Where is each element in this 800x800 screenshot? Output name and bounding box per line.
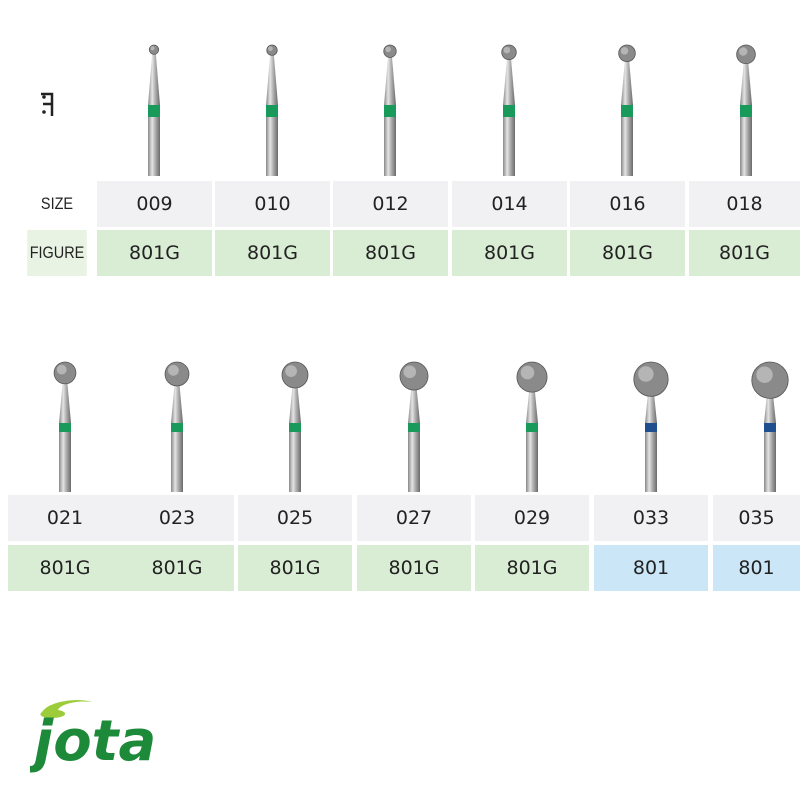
figure-cell: 801G	[215, 230, 330, 276]
bur-image	[53, 361, 77, 492]
bur-image	[164, 361, 190, 492]
figure-cell: 801G	[570, 230, 685, 276]
figure-cell: 801G	[452, 230, 567, 276]
bur-image	[516, 361, 548, 492]
jota-logo: jota	[26, 690, 170, 784]
logo-text: jota	[30, 709, 156, 774]
bur-image	[399, 361, 429, 492]
figure-cell: 801G	[689, 230, 800, 276]
figure-cell: 801G	[8, 545, 122, 591]
size-cell: 023	[120, 495, 234, 541]
bur-image	[736, 44, 756, 176]
bur-image	[633, 361, 669, 492]
size-cell: 014	[452, 181, 567, 227]
bur-image	[751, 361, 789, 492]
diameter-symbol-icon	[38, 90, 60, 124]
bur-image	[266, 44, 278, 176]
size-cell: 016	[570, 181, 685, 227]
bur-image	[618, 44, 636, 176]
size-cell: 021	[8, 495, 122, 541]
size-cell: 018	[689, 181, 800, 227]
size-cell: 025	[238, 495, 352, 541]
bur-image	[148, 44, 160, 176]
size-label: SIZE	[40, 194, 74, 213]
figure-cell: 801G	[333, 230, 448, 276]
bur-image	[501, 44, 517, 176]
size-cell: 010	[215, 181, 330, 227]
figure-cell: 801G	[357, 545, 471, 591]
bur-image	[281, 361, 309, 492]
size-cell: 009	[97, 181, 212, 227]
size-cell: 033	[594, 495, 708, 541]
figure-cell: 801G	[475, 545, 589, 591]
size-cell: 012	[333, 181, 448, 227]
size-cell: 027	[357, 495, 471, 541]
figure-cell: 801G	[120, 545, 234, 591]
bur-image	[383, 44, 397, 176]
figure-label: FIGURE	[27, 230, 87, 276]
figure-cell: 801G	[97, 230, 212, 276]
size-cell: 035	[713, 495, 800, 541]
size-cell: 029	[475, 495, 589, 541]
figure-cell: 801	[594, 545, 708, 591]
figure-cell: 801G	[238, 545, 352, 591]
figure-cell: 801	[713, 545, 800, 591]
